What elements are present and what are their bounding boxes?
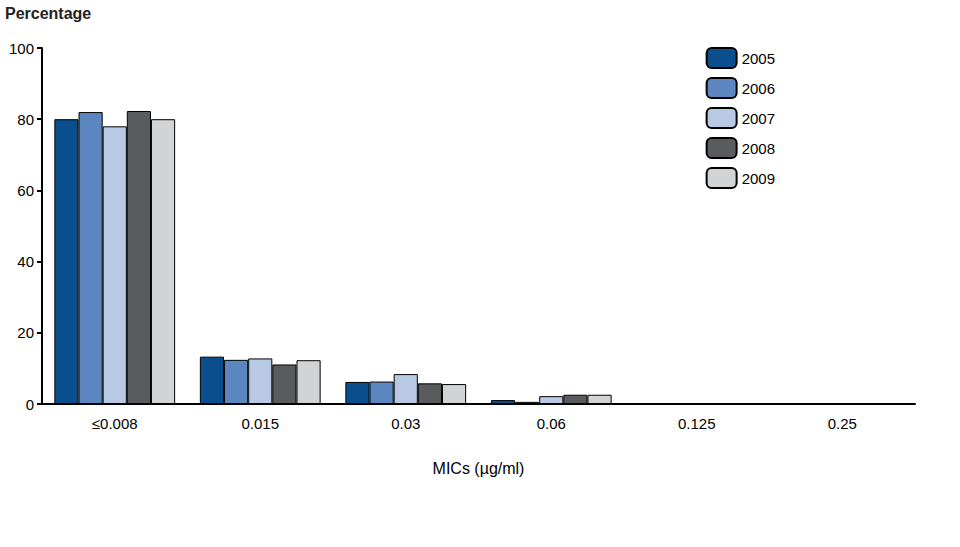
svg-text:2007: 2007: [742, 110, 775, 127]
svg-text:2008: 2008: [742, 140, 775, 157]
svg-text:0.25: 0.25: [828, 415, 857, 432]
svg-text:2009: 2009: [742, 170, 775, 187]
svg-text:2005: 2005: [742, 50, 775, 67]
svg-text:20: 20: [17, 324, 34, 341]
svg-text:MICs (µg/ml): MICs (µg/ml): [433, 460, 525, 477]
svg-text:0: 0: [26, 396, 34, 413]
svg-text:0.03: 0.03: [391, 415, 420, 432]
svg-text:0.125: 0.125: [678, 415, 716, 432]
svg-text:40: 40: [17, 253, 34, 270]
svg-text:80: 80: [17, 111, 34, 128]
svg-text:100: 100: [9, 40, 34, 57]
svg-text:60: 60: [17, 182, 34, 199]
svg-text:Percentage: Percentage: [5, 5, 91, 22]
svg-text:≤0.008: ≤0.008: [92, 415, 138, 432]
svg-text:0.06: 0.06: [537, 415, 566, 432]
svg-text:2006: 2006: [742, 80, 775, 97]
svg-text:0.015: 0.015: [241, 415, 279, 432]
